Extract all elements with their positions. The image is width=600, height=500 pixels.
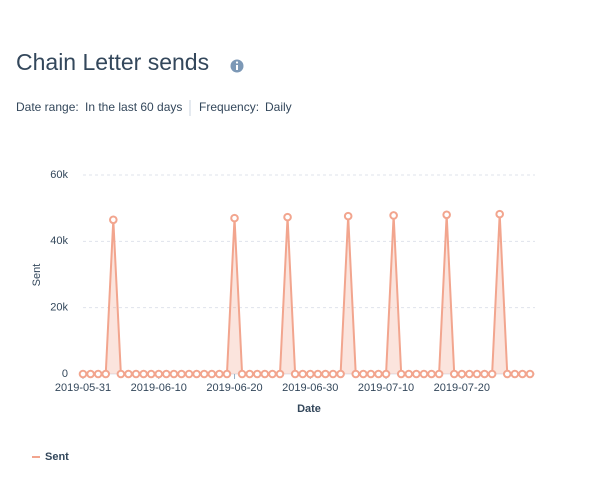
point (419, 369, 429, 379)
point (245, 369, 254, 379)
point (510, 369, 520, 379)
filter-value[interactable]: Daily (265, 100, 292, 114)
filter-value[interactable]: In the last 60 days (85, 100, 182, 114)
point (146, 369, 156, 379)
point (275, 369, 285, 379)
point (321, 369, 330, 379)
point (328, 369, 338, 379)
point (457, 369, 467, 379)
point (480, 369, 489, 379)
point (298, 369, 308, 379)
point (230, 213, 239, 223)
point (412, 369, 421, 379)
point (495, 209, 504, 219)
point (442, 210, 451, 220)
y-tick-label: 20k (50, 302, 68, 314)
point (343, 211, 353, 221)
point (207, 369, 217, 379)
x-tick-label: 2019-06-20 (206, 382, 262, 394)
point (162, 369, 171, 379)
point (177, 369, 186, 379)
point (154, 369, 164, 379)
point (237, 369, 247, 379)
point (518, 369, 527, 379)
point (109, 215, 118, 225)
y-axis-label: Sent (31, 264, 43, 287)
x-tick-label: 2019-05-31 (55, 382, 111, 394)
point (116, 369, 126, 379)
point (215, 369, 224, 379)
x-tick-label: 2019-07-20 (434, 382, 490, 394)
point (465, 369, 474, 379)
point (199, 369, 209, 379)
point (260, 369, 270, 379)
point (78, 369, 88, 379)
point (124, 369, 133, 379)
point (290, 369, 300, 379)
point (472, 369, 482, 379)
x-axis-label: Date (297, 403, 321, 415)
x-tick-label: 2019-06-10 (131, 382, 187, 394)
point (192, 369, 201, 379)
info-icon[interactable] (230, 59, 244, 73)
point (336, 369, 345, 379)
legend-label: Sent (45, 451, 69, 463)
point (93, 369, 103, 379)
point (359, 369, 368, 379)
point (366, 369, 376, 379)
point (313, 369, 323, 379)
chart-title: Chain Letter sends (16, 49, 209, 75)
point (86, 369, 95, 379)
point (169, 369, 179, 379)
point (222, 369, 232, 379)
point (305, 369, 315, 379)
point (268, 369, 277, 379)
point (487, 369, 497, 379)
point (139, 369, 148, 379)
point (449, 369, 459, 379)
point (396, 369, 406, 379)
point (131, 369, 141, 379)
point (525, 369, 535, 379)
point (351, 369, 361, 379)
y-tick-label: 0 (62, 368, 68, 380)
point (434, 369, 444, 379)
y-tick-label: 40k (50, 235, 68, 247)
point (374, 369, 383, 379)
point (252, 369, 262, 379)
y-tick-label: 60k (50, 169, 68, 181)
point (381, 369, 391, 379)
x-tick-label: 2019-07-10 (358, 382, 414, 394)
point (283, 212, 292, 222)
filter-label: Date range: (16, 100, 79, 114)
point (502, 369, 512, 379)
point (184, 369, 194, 379)
point (404, 369, 414, 379)
filter-label: Frequency: (199, 100, 259, 114)
point (101, 369, 111, 379)
point (427, 369, 436, 379)
line (83, 214, 530, 375)
x-tick-label: 2019-06-30 (282, 382, 338, 394)
point (389, 211, 398, 220)
area (83, 214, 530, 374)
